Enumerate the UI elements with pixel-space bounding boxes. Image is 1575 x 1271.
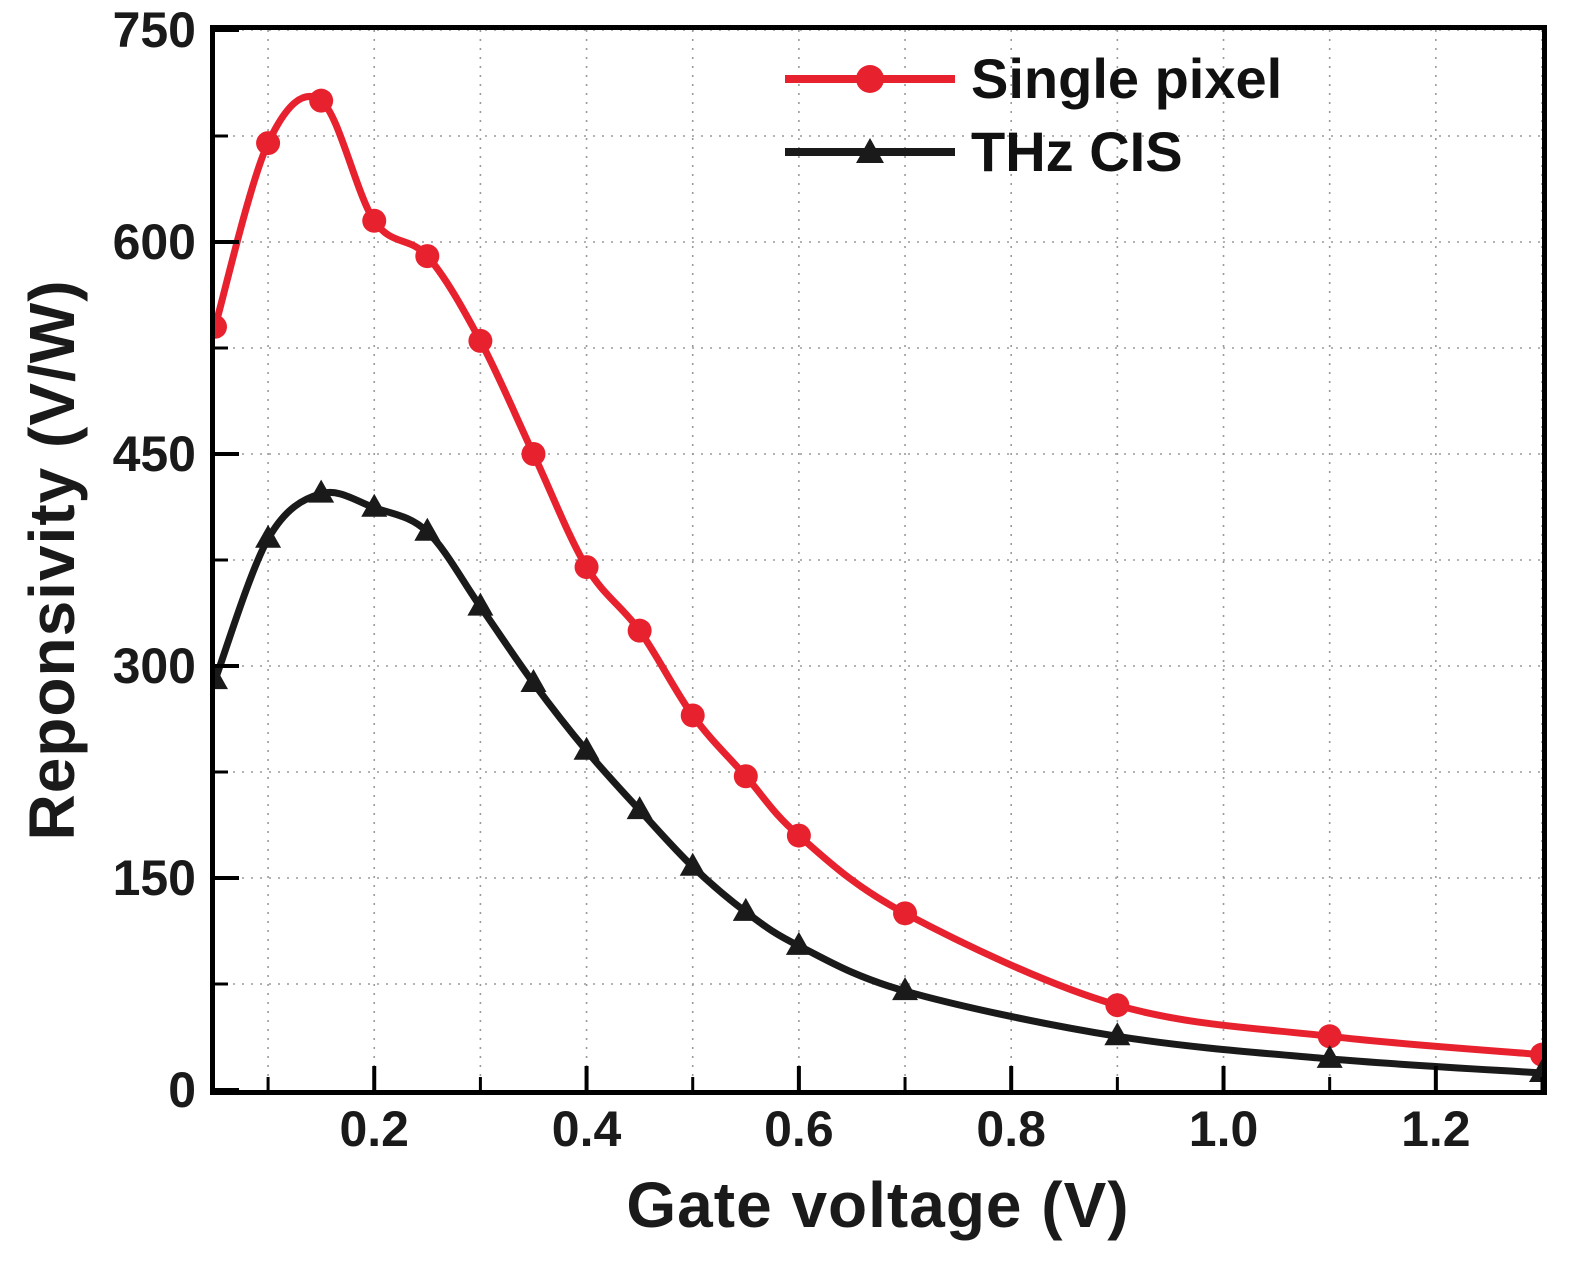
legend-marker-triangle bbox=[785, 138, 955, 164]
y-tick-label: 150 bbox=[112, 850, 196, 906]
y-axis-label: Reponsivity (V/W) bbox=[16, 279, 88, 841]
y-tick-label: 450 bbox=[112, 426, 196, 482]
plot-area: Single pixel THz CIS bbox=[210, 25, 1547, 1095]
x-tick-label: 0.4 bbox=[551, 1101, 622, 1157]
y-tick-label: 750 bbox=[112, 2, 196, 58]
y-tick-label: 0 bbox=[168, 1062, 196, 1118]
x-tick-label: 1.2 bbox=[1401, 1101, 1471, 1157]
legend-marker-circle bbox=[785, 65, 955, 94]
legend-item-single-pixel: Single pixel bbox=[785, 47, 1283, 110]
chart-canvas bbox=[215, 30, 1542, 1090]
x-tick-label: 1.0 bbox=[1188, 1101, 1259, 1157]
x-tick-label: 0.6 bbox=[764, 1101, 834, 1157]
legend-label: Single pixel bbox=[971, 47, 1283, 110]
y-tick-label: 600 bbox=[112, 214, 196, 270]
x-tick-label: 0.8 bbox=[976, 1101, 1046, 1157]
y-tick-label: 300 bbox=[112, 638, 196, 694]
legend: Single pixel THz CIS bbox=[785, 47, 1283, 183]
legend-label: THz CIS bbox=[971, 119, 1183, 183]
x-axis-label: Gate voltage (V) bbox=[626, 1169, 1130, 1241]
legend-item-thz-cis: THz CIS bbox=[785, 119, 1282, 183]
x-tick-label: 0.2 bbox=[339, 1101, 409, 1157]
